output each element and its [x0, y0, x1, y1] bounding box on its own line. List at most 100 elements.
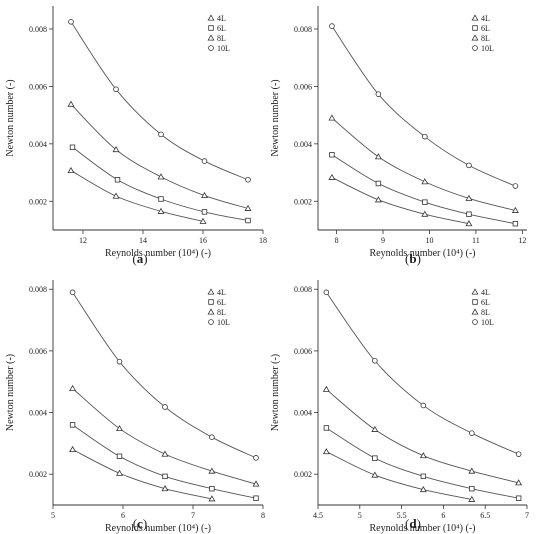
x-tick-label: 12 — [79, 236, 87, 245]
data-point-4L — [371, 471, 379, 478]
x-tick-label: 9 — [381, 236, 385, 245]
data-point-4L — [69, 445, 77, 453]
series-line-8L — [331, 117, 516, 211]
legend-marker-4L — [471, 288, 479, 295]
series-line-4L — [331, 177, 470, 225]
chart-panel-1: 12 14 16 18 0.002 0.004 0.006 0.008 Reynolds num… — [5, 6, 267, 266]
y-tick-label: 0.006 — [29, 347, 47, 356]
chart-panel-2: 8 9 10 11 12 0.002 0.004 0.006 0.008 Reynolds num… — [270, 6, 527, 266]
x-axis-label: Reynolds number (10⁴) (-) — [370, 523, 476, 534]
data-point-8L — [374, 153, 382, 160]
legend-entry: 8L — [217, 308, 226, 317]
series-8L — [67, 100, 252, 211]
data-point-6L — [245, 217, 251, 224]
x-tick-label: 5 — [358, 511, 362, 520]
data-point-10L — [420, 402, 427, 409]
x-tick-label: 11 — [472, 236, 480, 245]
legend-marker-6L — [472, 299, 478, 305]
data-point-4L — [328, 173, 336, 180]
legend-entry: 6L — [481, 24, 490, 33]
data-point-8L — [69, 384, 77, 391]
series-line-4L — [326, 451, 472, 500]
data-point-6L — [69, 144, 76, 150]
legend-marker-10L — [472, 45, 478, 51]
series-6L — [323, 425, 522, 501]
x-tick-label: 6 — [441, 511, 445, 520]
panel-caption: (d) — [405, 516, 421, 531]
legend-entry: 10L — [217, 44, 230, 53]
series-6L — [329, 152, 519, 227]
x-tick-label: 7 — [191, 511, 195, 520]
data-point-6L — [422, 199, 428, 205]
data-point-10L — [209, 434, 215, 440]
legend-marker-10L — [208, 319, 214, 325]
y-tick-label: 0.004 — [294, 140, 312, 149]
legend-entry: 10L — [481, 44, 494, 53]
y-axis-label: Newton number (-) — [270, 79, 281, 156]
data-point-10L — [158, 131, 164, 138]
data-point-4L — [374, 196, 382, 203]
x-tick-label: 6 — [121, 511, 125, 520]
data-point-4L — [208, 495, 216, 502]
x-tick-label: 5 — [51, 511, 55, 520]
series-6L — [69, 422, 259, 501]
data-point-8L — [371, 425, 379, 432]
series-8L — [328, 114, 519, 213]
series-line-10L — [325, 292, 519, 455]
series-10L — [323, 289, 522, 457]
data-point-4L — [199, 217, 207, 224]
data-point-10L — [323, 289, 330, 296]
series-line-4L — [70, 170, 204, 222]
legend-marker-4L — [207, 288, 215, 295]
x-tick-label: 14 — [139, 236, 147, 245]
series-line-4L — [72, 449, 212, 500]
data-point-8L — [112, 145, 120, 153]
y-tick-label: 0.002 — [294, 197, 312, 206]
data-point-8L — [515, 479, 523, 486]
data-point-6L — [372, 455, 378, 461]
series-10L — [329, 23, 519, 189]
data-point-10L — [375, 91, 382, 97]
legend-marker-6L — [208, 25, 214, 31]
data-point-6L — [201, 209, 208, 215]
series-4L — [322, 448, 476, 502]
data-point-10L — [113, 86, 119, 93]
x-tick-label: 5.5 — [397, 511, 407, 520]
x-axis-label: Reynolds number (10⁴) (-) — [370, 248, 476, 259]
y-axis-label: Newton number (-) — [5, 79, 16, 156]
data-point-8L — [465, 194, 473, 201]
data-point-8L — [511, 206, 519, 213]
data-point-4L — [465, 220, 473, 227]
data-point-6L — [162, 473, 168, 480]
y-tick-label: 0.006 — [29, 82, 47, 91]
y-tick-label: 0.006 — [294, 347, 312, 356]
data-point-6L — [69, 422, 76, 428]
data-point-6L — [375, 180, 382, 187]
x-tick-label: 8 — [335, 236, 339, 245]
data-point-4L — [468, 495, 476, 502]
legend-marker-4L — [207, 14, 215, 21]
series-8L — [69, 384, 260, 487]
data-point-8L — [201, 191, 208, 199]
data-point-6L — [323, 425, 330, 431]
data-point-6L — [420, 473, 427, 480]
data-point-8L — [157, 173, 165, 180]
legend-marker-8L — [207, 308, 215, 315]
data-point-4L — [322, 448, 330, 455]
x-tick-label: 18 — [259, 236, 267, 245]
data-point-6L — [466, 211, 472, 217]
series-line-8L — [72, 388, 257, 485]
data-point-10L — [512, 183, 519, 189]
legend-entry: 10L — [481, 318, 494, 327]
data-point-4L — [419, 485, 427, 493]
y-tick-label: 0.008 — [294, 25, 312, 34]
data-point-6L — [209, 485, 215, 492]
legend-entry: 6L — [481, 298, 490, 307]
series-4L — [67, 166, 207, 224]
data-point-8L — [328, 114, 336, 121]
data-point-10L — [329, 23, 335, 29]
data-point-6L — [515, 495, 522, 501]
legend-marker-8L — [471, 34, 479, 41]
